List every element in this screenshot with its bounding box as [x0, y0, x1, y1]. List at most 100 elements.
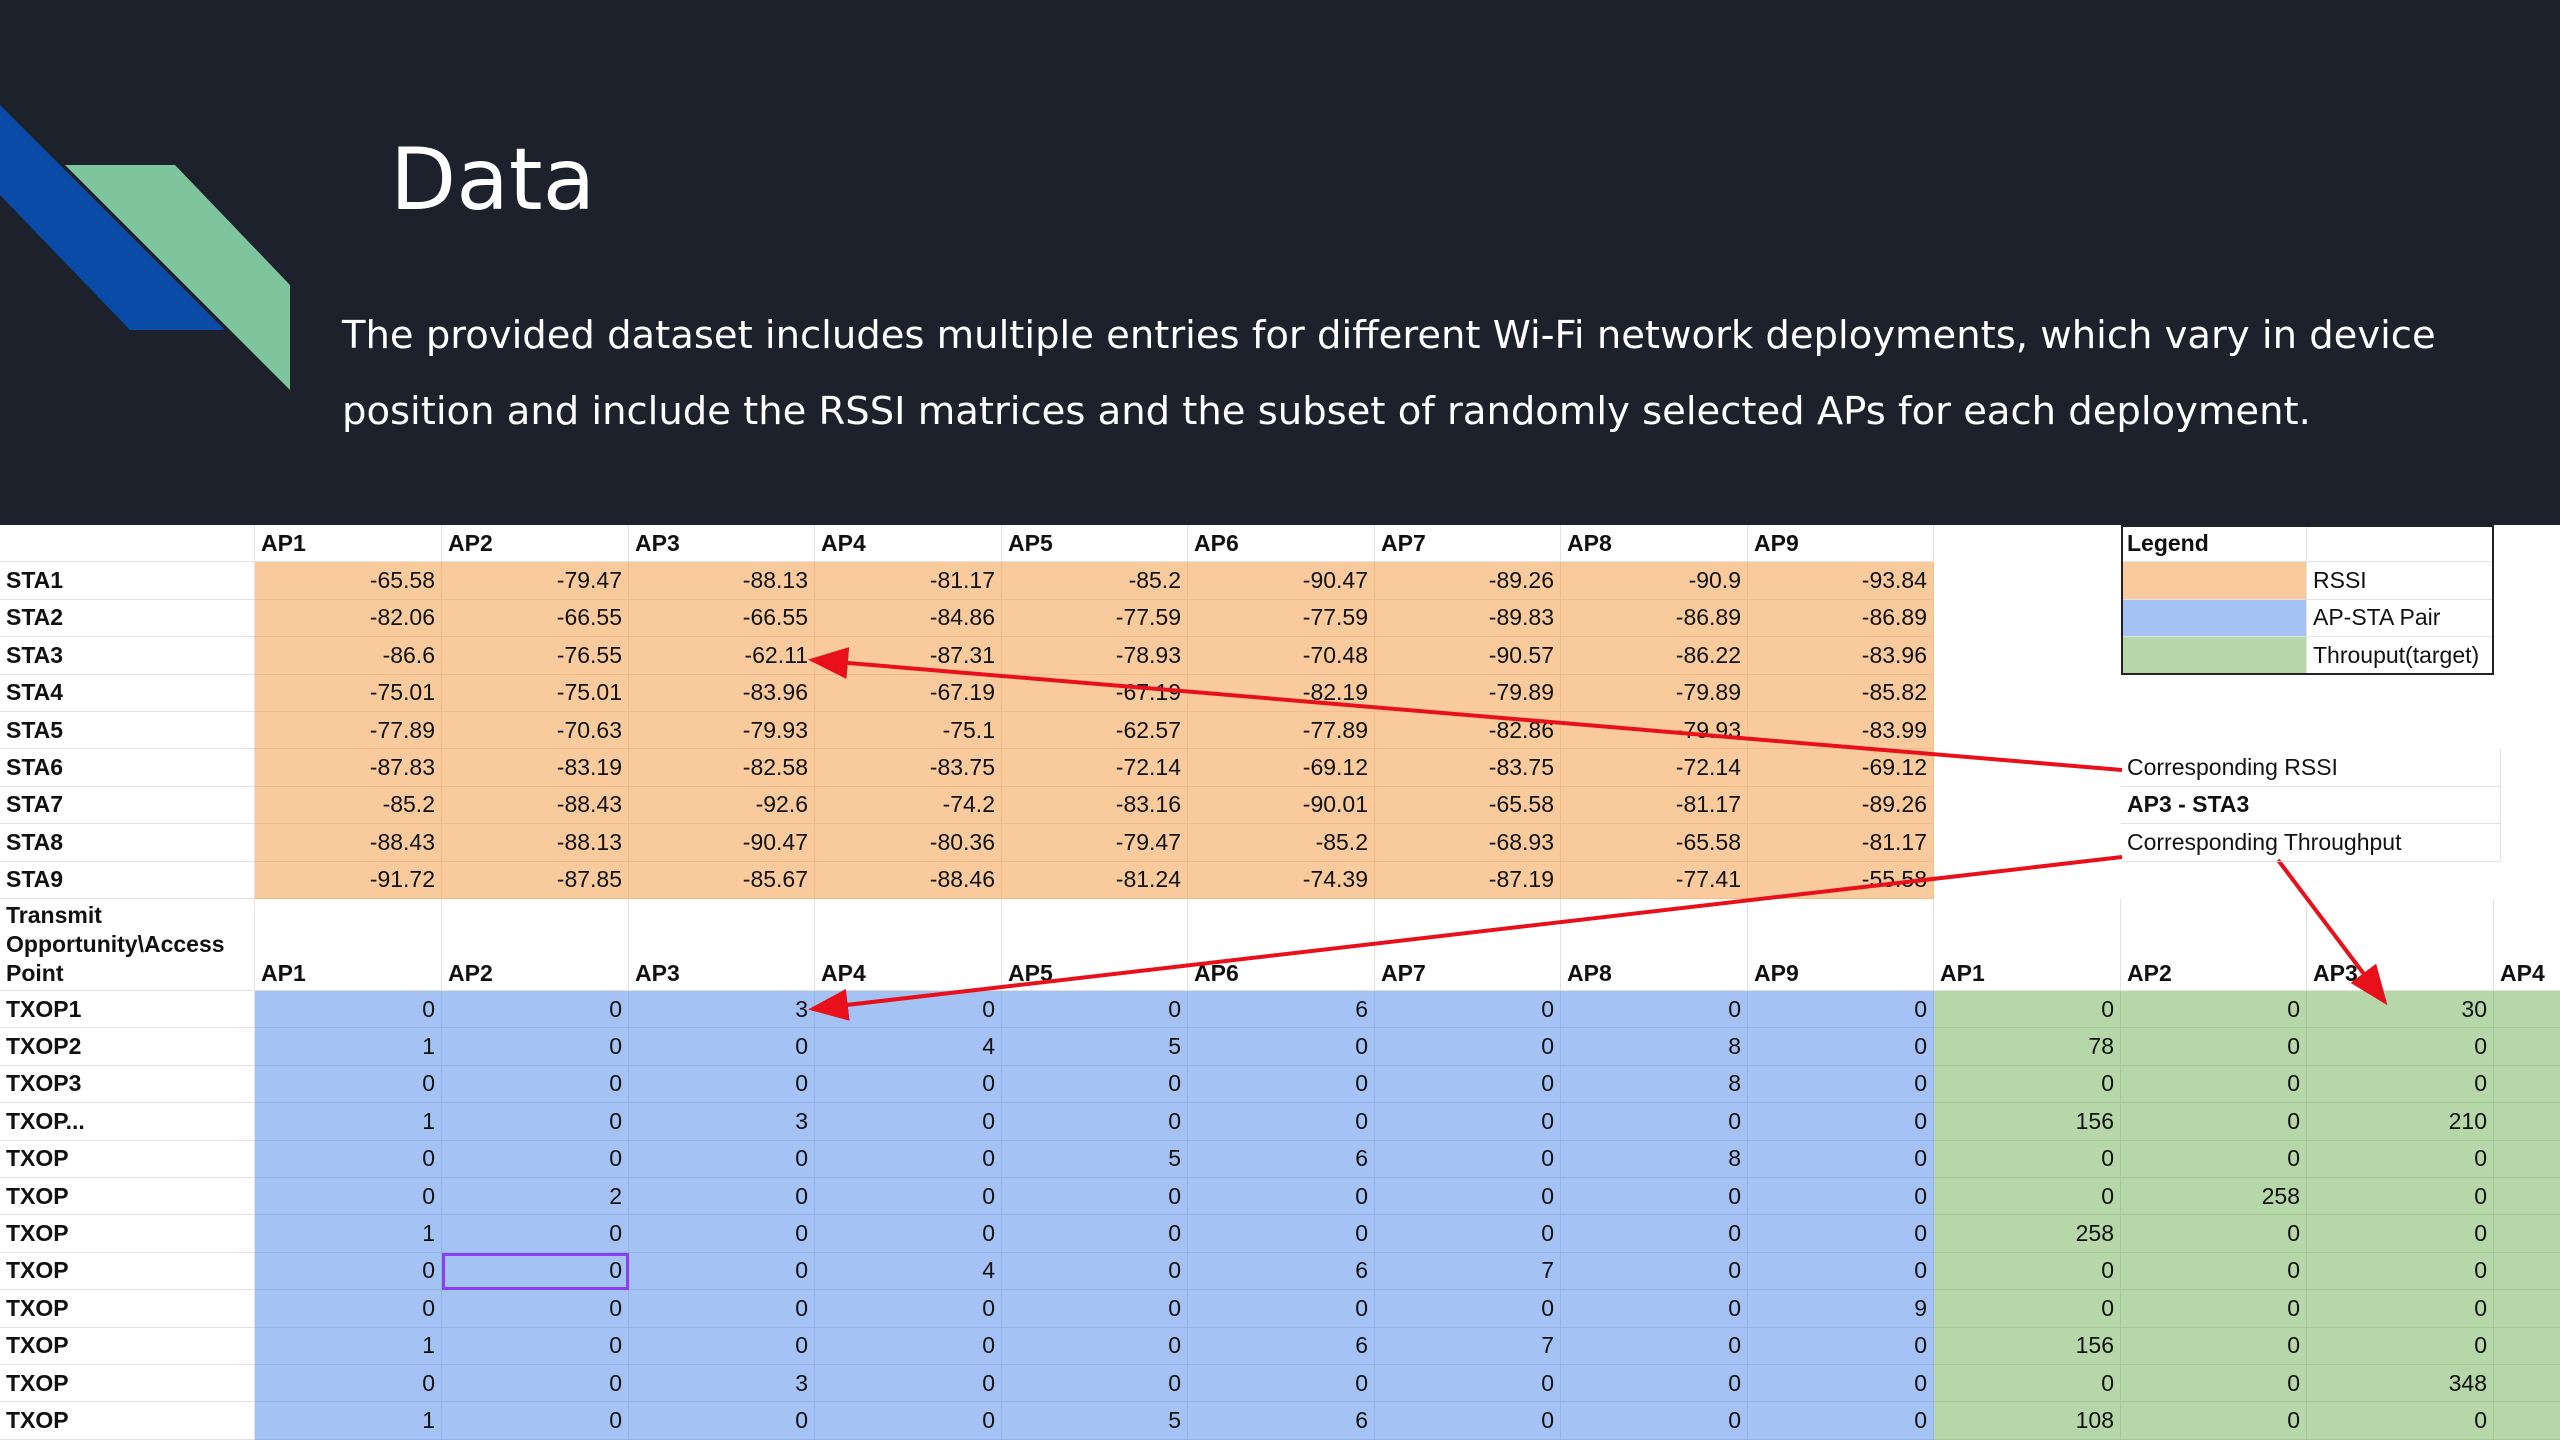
- rssi-value-cell[interactable]: -65.58: [1375, 786, 1561, 825]
- txop-value-cell[interactable]: 6: [1188, 1140, 1375, 1178]
- rssi-value-cell[interactable]: -85.82: [1748, 674, 1934, 712]
- rssi-value-cell[interactable]: -72.14: [1561, 749, 1748, 787]
- rssi-value-cell[interactable]: -83.75: [1375, 749, 1561, 787]
- txop-value-cell[interactable]: 9: [1748, 1290, 1934, 1328]
- txop-value-cell[interactable]: 0: [1748, 1140, 1934, 1178]
- txop-col-header[interactable]: AP5: [1002, 899, 1188, 991]
- throughput-value-cell[interactable]: 108: [1934, 1402, 2121, 1440]
- rssi-value-cell[interactable]: -82.86: [1375, 712, 1561, 750]
- rssi-value-cell[interactable]: -62.11: [629, 637, 815, 675]
- rssi-value-cell[interactable]: -81.17: [815, 562, 1002, 600]
- txop-value-cell[interactable]: 0: [1002, 1327, 1188, 1365]
- rssi-value-cell[interactable]: -79.93: [1561, 712, 1748, 750]
- txop-value-cell[interactable]: 0: [255, 1140, 442, 1178]
- txop-value-cell[interactable]: 0: [1561, 1365, 1748, 1403]
- empty-cell[interactable]: [0, 525, 255, 563]
- rssi-value-cell[interactable]: -74.2: [815, 786, 1002, 825]
- throughput-value-cell[interactable]: 0: [2307, 1327, 2494, 1365]
- throughput-value-cell[interactable]: 0: [2121, 1252, 2307, 1291]
- throughput-value-cell[interactable]: 0: [2121, 1215, 2307, 1253]
- rssi-value-cell[interactable]: -79.47: [1002, 824, 1188, 862]
- txop-value-cell[interactable]: 0: [1002, 1215, 1188, 1253]
- rssi-value-cell[interactable]: -86.22: [1561, 637, 1748, 675]
- txop-value-cell[interactable]: 0: [1375, 1215, 1561, 1253]
- throughput-value-cell[interactable]: [2494, 1103, 2560, 1141]
- throughput-value-cell[interactable]: [2494, 1028, 2560, 1066]
- txop-value-cell[interactable]: 1: [255, 1103, 442, 1141]
- txop-value-cell[interactable]: 0: [1375, 1140, 1561, 1178]
- throughput-value-cell[interactable]: 0: [2307, 1140, 2494, 1178]
- throughput-value-cell[interactable]: 0: [2307, 1290, 2494, 1328]
- throughput-value-cell[interactable]: 0: [1934, 1140, 2121, 1178]
- rssi-row-label[interactable]: STA7: [0, 786, 255, 825]
- txop-value-cell[interactable]: 6: [1188, 991, 1375, 1029]
- rssi-value-cell[interactable]: -82.06: [255, 599, 442, 638]
- legend-title[interactable]: Legend: [2121, 525, 2307, 563]
- throughput-value-cell[interactable]: 0: [2121, 1365, 2307, 1403]
- legend-label[interactable]: Throuput(target): [2307, 637, 2494, 675]
- txop-value-cell[interactable]: 0: [255, 1252, 442, 1291]
- rssi-row-label[interactable]: STA6: [0, 749, 255, 787]
- txop-value-cell[interactable]: 0: [1002, 1103, 1188, 1141]
- rssi-value-cell[interactable]: -66.55: [442, 599, 629, 638]
- txop-value-cell[interactable]: 0: [815, 1140, 1002, 1178]
- rssi-value-cell[interactable]: -90.47: [629, 824, 815, 862]
- txop-value-cell[interactable]: 0: [815, 1365, 1002, 1403]
- throughput-value-cell[interactable]: 0: [2121, 1327, 2307, 1365]
- txop-value-cell[interactable]: 0: [1561, 1290, 1748, 1328]
- txop-value-cell[interactable]: 3: [629, 991, 815, 1029]
- txop-value-cell[interactable]: 0: [1561, 1252, 1748, 1291]
- rssi-value-cell[interactable]: -89.26: [1375, 562, 1561, 600]
- txop-value-cell[interactable]: 0: [815, 1290, 1002, 1328]
- rssi-value-cell[interactable]: -85.2: [255, 786, 442, 825]
- txop-col-header[interactable]: AP4: [815, 899, 1002, 991]
- rssi-value-cell[interactable]: -88.43: [442, 786, 629, 825]
- txop-value-cell[interactable]: 0: [815, 1402, 1002, 1440]
- txop-row-label[interactable]: TXOP: [0, 1215, 255, 1253]
- legend-cell[interactable]: [2307, 525, 2494, 563]
- rssi-value-cell[interactable]: -90.57: [1375, 637, 1561, 675]
- txop-value-cell[interactable]: 5: [1002, 1402, 1188, 1440]
- throughput-value-cell[interactable]: 258: [1934, 1215, 2121, 1253]
- throughput-value-cell[interactable]: 30: [2307, 991, 2494, 1029]
- rssi-value-cell[interactable]: -77.59: [1188, 599, 1375, 638]
- txop-col-header[interactable]: AP1: [255, 899, 442, 991]
- rssi-value-cell[interactable]: -81.17: [1748, 824, 1934, 862]
- txop-col-header[interactable]: AP8: [1561, 899, 1748, 991]
- txop-value-cell[interactable]: 0: [815, 1327, 1002, 1365]
- throughput-value-cell[interactable]: 0: [2307, 1252, 2494, 1291]
- rssi-value-cell[interactable]: -91.72: [255, 861, 442, 899]
- rssi-value-cell[interactable]: -89.26: [1748, 786, 1934, 825]
- txop-value-cell[interactable]: 0: [629, 1028, 815, 1066]
- rssi-value-cell[interactable]: -83.75: [815, 749, 1002, 787]
- throughput-value-cell[interactable]: [2494, 1065, 2560, 1104]
- selected-cell[interactable]: 0: [442, 1252, 629, 1291]
- txop-value-cell[interactable]: 7: [1375, 1252, 1561, 1291]
- txop-value-cell[interactable]: 0: [255, 991, 442, 1029]
- txop-value-cell[interactable]: 0: [629, 1140, 815, 1178]
- txop-value-cell[interactable]: 4: [815, 1252, 1002, 1291]
- txop-value-cell[interactable]: 4: [815, 1028, 1002, 1066]
- rssi-value-cell[interactable]: -72.14: [1002, 749, 1188, 787]
- txop-value-cell[interactable]: 0: [442, 1402, 629, 1440]
- txop-value-cell[interactable]: 0: [1002, 991, 1188, 1029]
- rssi-value-cell[interactable]: -69.12: [1748, 749, 1934, 787]
- throughput-value-cell[interactable]: 0: [2307, 1065, 2494, 1104]
- rssi-value-cell[interactable]: -81.17: [1561, 786, 1748, 825]
- rssi-col-header[interactable]: AP1: [255, 525, 442, 563]
- rssi-value-cell[interactable]: -86.89: [1748, 599, 1934, 638]
- rssi-col-header[interactable]: AP8: [1561, 525, 1748, 563]
- rssi-value-cell[interactable]: -79.89: [1375, 674, 1561, 712]
- rssi-value-cell[interactable]: -85.67: [629, 861, 815, 899]
- throughput-value-cell[interactable]: 0: [2121, 1402, 2307, 1440]
- rssi-value-cell[interactable]: -83.16: [1002, 786, 1188, 825]
- txop-value-cell[interactable]: 0: [442, 1028, 629, 1066]
- throughput-value-cell[interactable]: [2494, 1215, 2560, 1253]
- rssi-col-header[interactable]: AP4: [815, 525, 1002, 563]
- throughput-col-header[interactable]: AP4: [2494, 899, 2560, 991]
- throughput-value-cell[interactable]: [2494, 1327, 2560, 1365]
- throughput-value-cell[interactable]: [2494, 1365, 2560, 1403]
- rssi-value-cell[interactable]: -86.6: [255, 637, 442, 675]
- txop-col-header[interactable]: AP9: [1748, 899, 1934, 991]
- throughput-value-cell[interactable]: 0: [2121, 1028, 2307, 1066]
